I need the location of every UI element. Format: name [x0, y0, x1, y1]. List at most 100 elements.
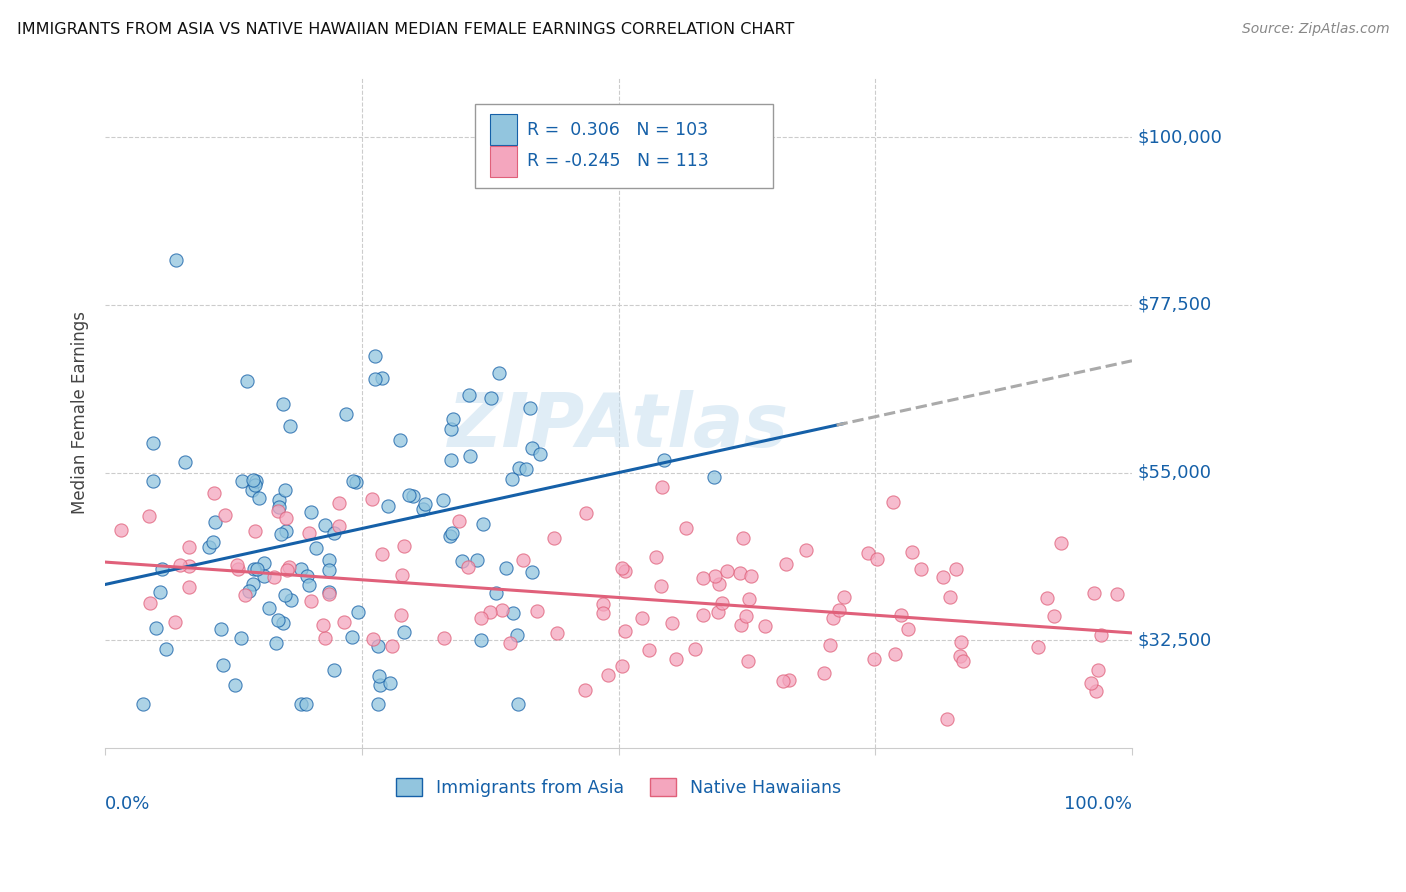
- Point: [661, 616, 683, 631]
- Point: [231, 632, 253, 646]
- Text: Source: ZipAtlas.com: Source: ZipAtlas.com: [1241, 22, 1389, 37]
- Point: [546, 626, 568, 640]
- Point: [322, 525, 344, 540]
- Point: [242, 577, 264, 591]
- Point: [165, 252, 187, 267]
- Point: [692, 571, 714, 585]
- Point: [131, 697, 153, 711]
- Point: [202, 534, 225, 549]
- Point: [515, 462, 537, 476]
- Point: [706, 606, 728, 620]
- Point: [142, 474, 165, 488]
- Point: [740, 568, 762, 582]
- Point: [502, 606, 524, 620]
- Point: [645, 550, 668, 565]
- Point: [280, 418, 302, 433]
- Point: [314, 631, 336, 645]
- Point: [312, 618, 335, 632]
- Point: [318, 563, 340, 577]
- Point: [240, 483, 263, 498]
- Point: [827, 602, 849, 616]
- Point: [271, 616, 294, 631]
- Point: [692, 607, 714, 622]
- Point: [271, 397, 294, 411]
- Legend: Immigrants from Asia, Native Hawaiians: Immigrants from Asia, Native Hawaiians: [389, 771, 848, 804]
- Point: [235, 588, 257, 602]
- Point: [174, 455, 197, 469]
- Point: [910, 562, 932, 576]
- Point: [335, 408, 357, 422]
- Point: [703, 470, 725, 484]
- Point: [269, 500, 291, 514]
- Point: [267, 504, 290, 518]
- Point: [730, 617, 752, 632]
- Point: [449, 515, 471, 529]
- Point: [389, 433, 412, 447]
- Point: [377, 500, 399, 514]
- Point: [1080, 676, 1102, 690]
- Point: [1090, 627, 1112, 641]
- Point: [198, 541, 221, 555]
- Point: [939, 591, 962, 605]
- Point: [501, 472, 523, 486]
- Point: [314, 518, 336, 533]
- Point: [267, 613, 290, 627]
- Point: [932, 570, 955, 584]
- Point: [707, 576, 730, 591]
- Point: [245, 474, 267, 488]
- Point: [278, 559, 301, 574]
- Point: [242, 473, 264, 487]
- Point: [610, 561, 633, 575]
- Point: [231, 474, 253, 488]
- Point: [1036, 591, 1059, 606]
- Point: [856, 546, 879, 560]
- Point: [754, 618, 776, 632]
- Point: [225, 558, 247, 572]
- Point: [675, 521, 697, 535]
- Point: [224, 677, 246, 691]
- Point: [155, 642, 177, 657]
- Point: [651, 479, 673, 493]
- Point: [276, 563, 298, 577]
- FancyBboxPatch shape: [491, 146, 517, 177]
- Point: [818, 638, 841, 652]
- Point: [318, 585, 340, 599]
- Point: [253, 556, 276, 570]
- Point: [650, 579, 672, 593]
- Point: [270, 526, 292, 541]
- Point: [952, 655, 974, 669]
- Point: [665, 652, 688, 666]
- Point: [884, 647, 907, 661]
- Point: [238, 584, 260, 599]
- Point: [710, 596, 733, 610]
- Point: [735, 609, 758, 624]
- Point: [264, 635, 287, 649]
- Point: [945, 562, 967, 576]
- Point: [433, 631, 456, 645]
- Point: [378, 676, 401, 690]
- Point: [737, 654, 759, 668]
- Point: [333, 615, 356, 629]
- Point: [592, 606, 614, 620]
- Point: [145, 620, 167, 634]
- Point: [1083, 586, 1105, 600]
- Point: [214, 508, 236, 523]
- Text: R =  0.306   N = 103: R = 0.306 N = 103: [527, 120, 709, 139]
- Point: [299, 505, 322, 519]
- Point: [402, 489, 425, 503]
- Point: [371, 371, 394, 385]
- Point: [832, 590, 855, 604]
- Y-axis label: Median Female Earnings: Median Female Earnings: [72, 311, 89, 515]
- Point: [367, 697, 389, 711]
- Point: [936, 712, 959, 726]
- Point: [522, 441, 544, 455]
- Point: [470, 633, 492, 648]
- Point: [491, 603, 513, 617]
- Point: [441, 412, 464, 426]
- Point: [506, 628, 529, 642]
- Point: [526, 605, 548, 619]
- Point: [610, 658, 633, 673]
- Point: [318, 587, 340, 601]
- Point: [274, 524, 297, 538]
- Point: [458, 449, 481, 463]
